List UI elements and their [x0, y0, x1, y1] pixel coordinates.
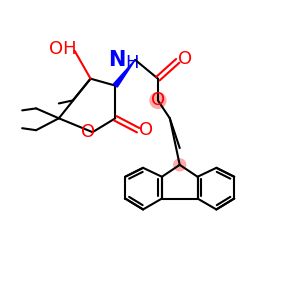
Polygon shape [113, 60, 135, 87]
Circle shape [174, 159, 186, 171]
Text: O: O [151, 92, 165, 110]
Text: O: O [139, 121, 153, 139]
Text: H: H [125, 54, 139, 72]
Text: O: O [178, 50, 192, 68]
Text: N: N [109, 50, 126, 70]
Text: OH: OH [49, 40, 76, 58]
Text: O: O [80, 123, 94, 141]
Circle shape [150, 92, 166, 108]
